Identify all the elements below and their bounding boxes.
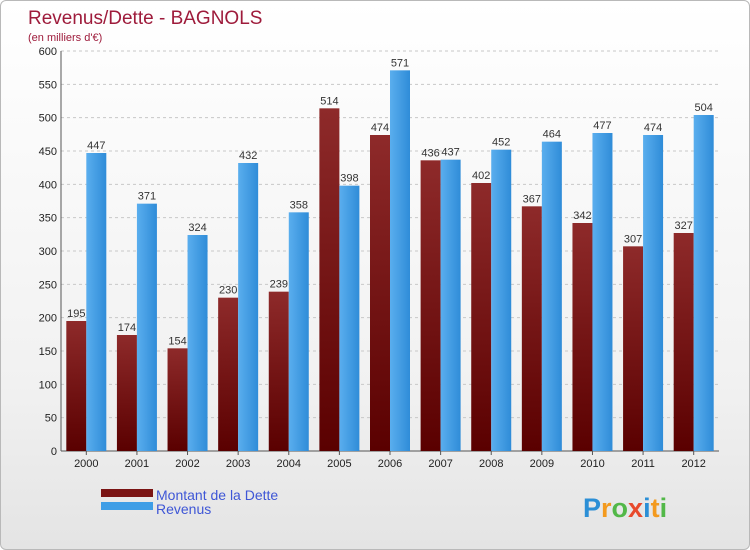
data-label-debt: 342 <box>573 210 591 222</box>
data-label-debt: 327 <box>675 220 693 232</box>
bar-revenus <box>643 135 664 451</box>
bar-debt <box>116 335 137 451</box>
legend-swatch-debt <box>101 489 153 497</box>
data-label-debt: 402 <box>472 170 490 182</box>
data-label-revenus: 464 <box>543 129 561 141</box>
logo-letter: o <box>612 493 629 523</box>
data-label-revenus: 452 <box>492 137 510 149</box>
bar-revenus <box>288 212 309 451</box>
logo-letter: t <box>651 493 660 523</box>
chart-title: Revenus/Dette - BAGNOLS <box>28 8 262 29</box>
data-label-debt: 230 <box>219 285 237 297</box>
bar-debt <box>673 233 694 451</box>
data-label-revenus: 477 <box>593 120 611 132</box>
data-label-debt: 514 <box>320 95 338 107</box>
bar-revenus <box>187 235 208 451</box>
bar-debt <box>66 321 87 451</box>
bar-debt <box>623 246 644 451</box>
data-label-revenus: 358 <box>290 199 308 211</box>
bar-revenus <box>86 153 107 451</box>
x-tick-label: 2002 <box>175 458 199 470</box>
legend-swatch-revenus <box>101 502 153 510</box>
data-label-debt: 154 <box>168 335 186 347</box>
data-label-debt: 307 <box>624 233 642 245</box>
x-tick-label: 2011 <box>631 458 655 470</box>
data-labels: 195 447 174 371 154 324 230 432 239 358 514 398 474 5… <box>67 57 713 347</box>
logo-letter: P <box>583 493 601 523</box>
y-tick-label: 300 <box>39 246 57 258</box>
y-tick-label: 250 <box>39 279 57 291</box>
y-axis-ticks: 0 50 100 150 200 250 300 350 400 450 500 550 600 <box>39 46 57 458</box>
data-label-revenus: 474 <box>644 122 662 134</box>
logo-letter: i <box>660 493 668 523</box>
y-tick-label: 150 <box>39 346 57 358</box>
data-label-debt: 367 <box>523 193 541 205</box>
y-tick-label: 100 <box>39 379 57 391</box>
x-tick-label: 2005 <box>327 458 351 470</box>
data-label-debt: 195 <box>67 308 85 320</box>
y-tick-label: 50 <box>45 413 57 425</box>
y-tick-label: 0 <box>51 446 57 458</box>
logo-letter: r <box>601 493 612 523</box>
data-label-revenus: 398 <box>340 173 358 185</box>
bar-revenus <box>541 141 562 451</box>
bar-revenus <box>440 159 461 451</box>
legend-label-debt: Montant de la Dette <box>156 487 278 503</box>
bar-debt <box>268 291 289 451</box>
x-tick-label: 2007 <box>428 458 452 470</box>
x-axis-ticks: 2000 2001 2002 2003 2004 2005 2006 2007 2008 2009… <box>74 451 706 470</box>
x-tick-label: 2006 <box>378 458 402 470</box>
bar-debt <box>167 348 188 451</box>
x-tick-label: 2003 <box>226 458 250 470</box>
bar-revenus <box>693 115 714 451</box>
proxiti-logo: Proxiti <box>583 493 667 523</box>
bar-revenus <box>592 133 613 451</box>
chart-subtitle: (en milliers d'€) <box>28 32 102 44</box>
x-tick-label: 2008 <box>479 458 503 470</box>
x-tick-label: 2000 <box>74 458 98 470</box>
x-tick-label: 2004 <box>277 458 301 470</box>
bar-debt <box>218 297 239 451</box>
y-tick-label: 500 <box>39 113 57 125</box>
y-tick-label: 450 <box>39 146 57 158</box>
bar-revenus <box>491 149 512 451</box>
data-label-revenus: 432 <box>239 150 257 162</box>
data-label-revenus: 324 <box>188 222 206 234</box>
bar-debt <box>319 108 340 451</box>
logo-letter: x <box>628 493 643 523</box>
data-label-debt: 474 <box>371 122 389 134</box>
bar-revenus <box>136 203 157 451</box>
bar-debt <box>420 160 441 452</box>
data-label-revenus: 371 <box>138 191 156 203</box>
bar-revenus <box>390 70 410 451</box>
bar-debt <box>471 183 492 451</box>
x-tick-label: 2012 <box>681 458 705 470</box>
bar-debt <box>521 206 542 451</box>
y-tick-label: 550 <box>39 79 57 91</box>
y-tick-label: 600 <box>39 46 57 58</box>
x-tick-label: 2010 <box>580 458 604 470</box>
bar-revenus <box>339 185 360 451</box>
data-label-debt: 174 <box>118 322 136 334</box>
data-label-revenus: 571 <box>391 57 409 69</box>
data-label-debt: 239 <box>270 279 288 291</box>
x-tick-label: 2009 <box>530 458 554 470</box>
data-label-revenus: 504 <box>695 102 713 114</box>
bars <box>66 70 714 452</box>
bar-revenus <box>238 163 259 451</box>
data-label-revenus: 447 <box>87 140 105 152</box>
bar-debt <box>370 135 390 451</box>
bar-debt <box>572 223 593 451</box>
y-tick-label: 400 <box>39 179 57 191</box>
x-tick-label: 2001 <box>125 458 149 470</box>
legend: Montant de la Dette Revenus <box>101 487 278 517</box>
data-label-debt: 436 <box>421 147 439 159</box>
data-label-revenus: 437 <box>441 147 459 159</box>
y-tick-label: 350 <box>39 213 57 225</box>
y-tick-label: 200 <box>39 313 57 325</box>
legend-label-revenus: Revenus <box>156 501 211 517</box>
logo-letter: i <box>643 493 651 523</box>
